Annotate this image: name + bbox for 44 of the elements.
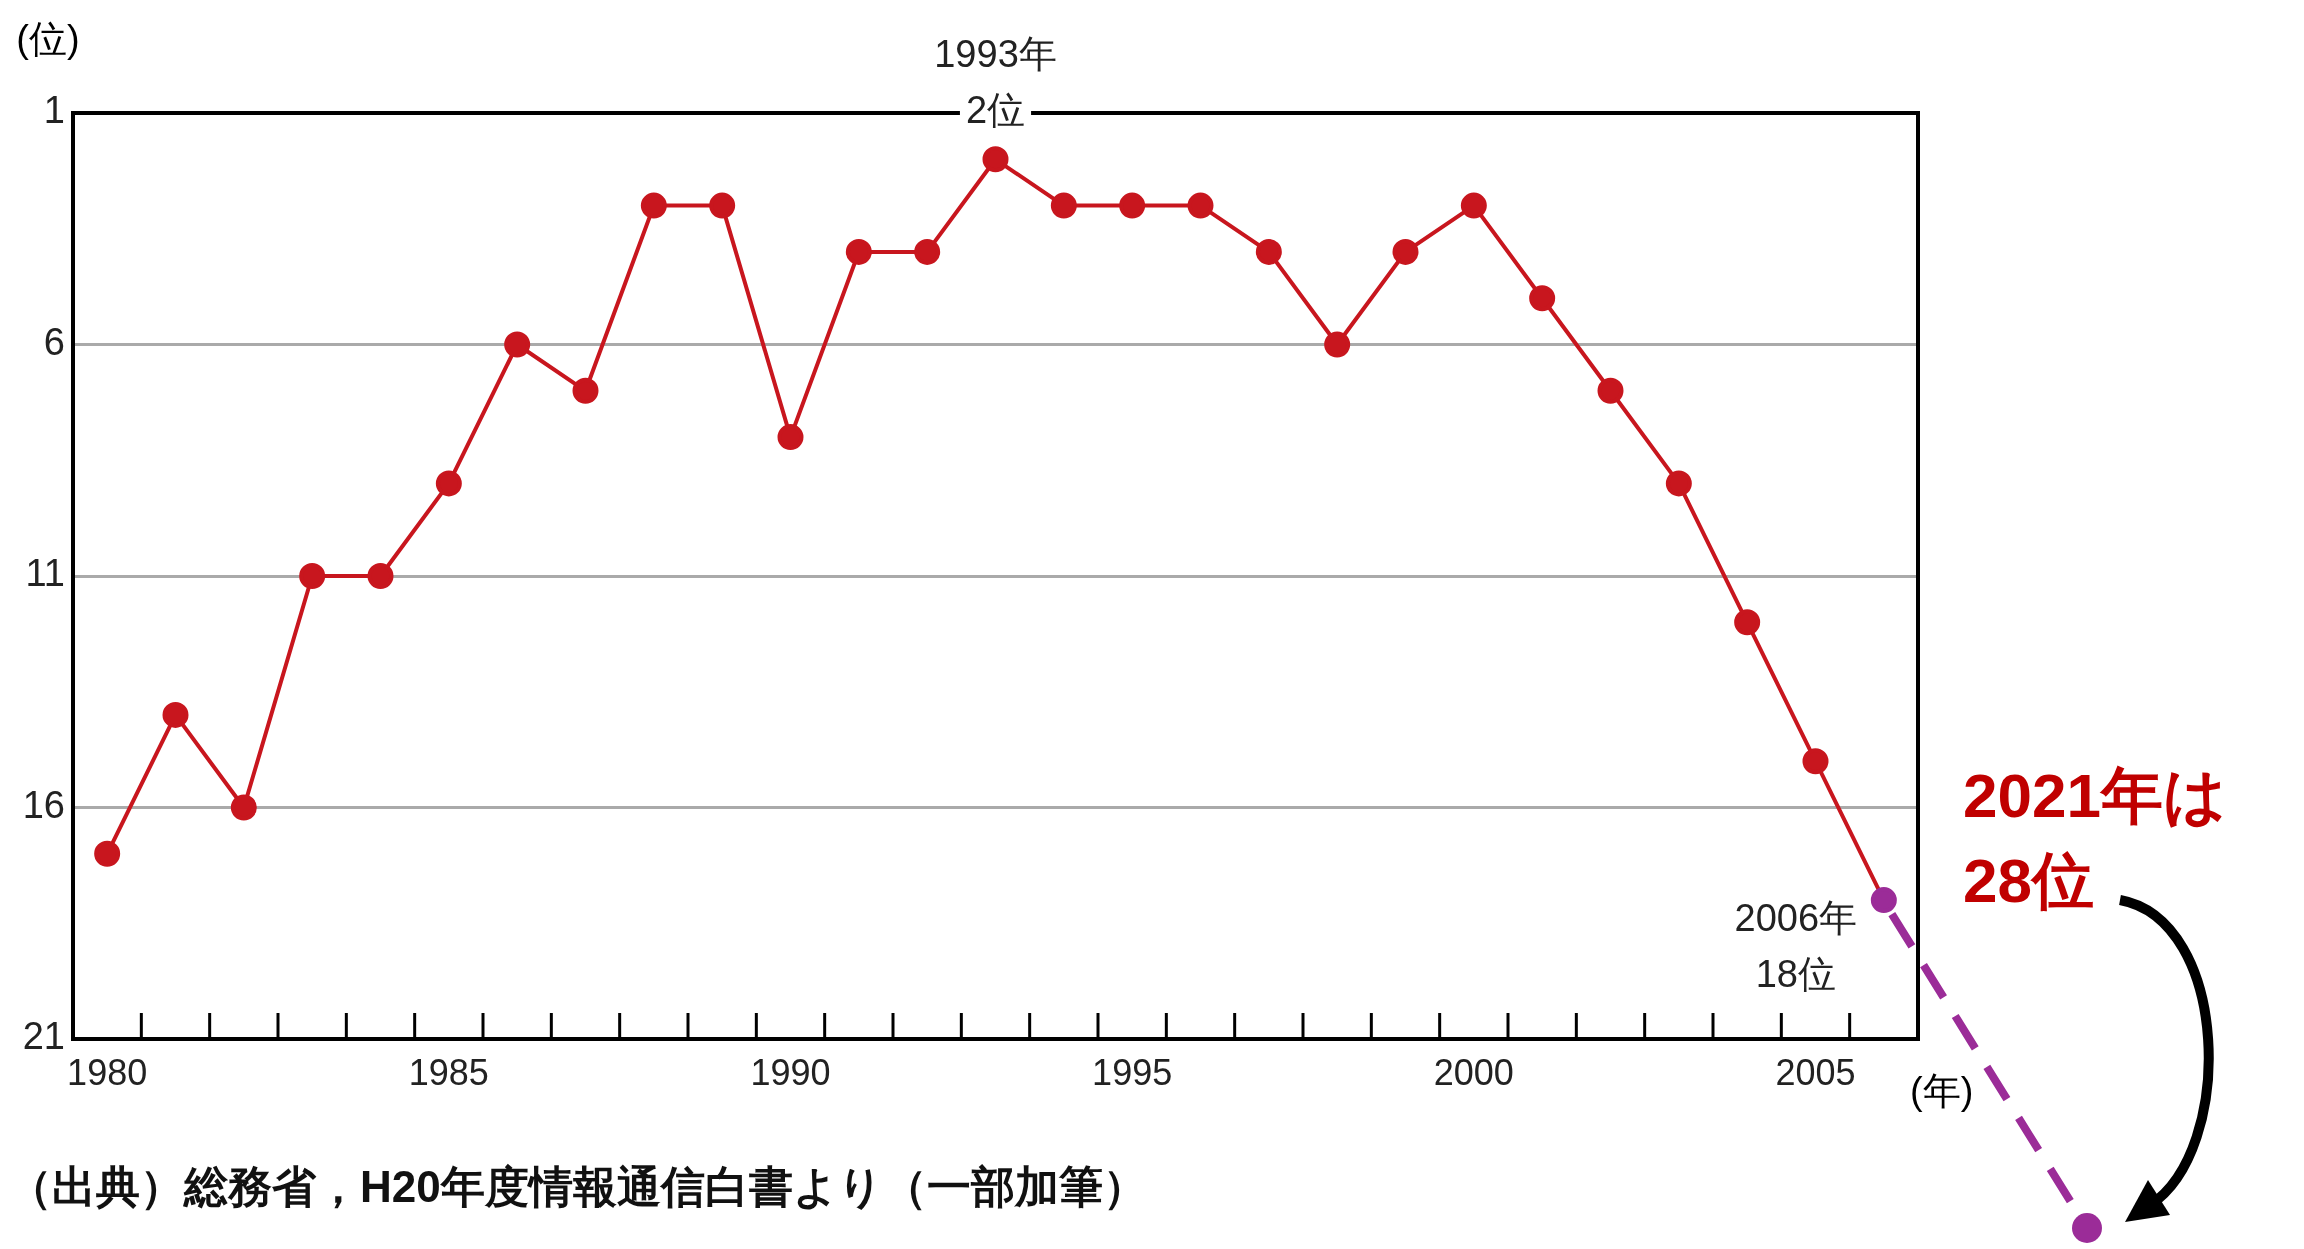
- point: [94, 840, 121, 867]
- text: 2021年は 28位: [1963, 761, 2226, 916]
- x-axis-title: (年): [1910, 1070, 1974, 1113]
- point: [299, 563, 326, 589]
- point: [572, 377, 599, 404]
- y-tick-label: 6: [43, 320, 65, 363]
- point: [1734, 609, 1761, 636]
- x-tick-label: 1980: [67, 1051, 148, 1093]
- point: [982, 146, 1009, 173]
- point: [1665, 470, 1692, 497]
- point: [845, 238, 872, 265]
- point: [777, 424, 804, 451]
- point: [1460, 192, 1487, 219]
- point: [1597, 377, 1624, 404]
- point: [1392, 238, 1419, 265]
- x-tick-label: 1995: [1092, 1051, 1173, 1093]
- point: [640, 192, 667, 219]
- point: [709, 192, 736, 219]
- point: [1255, 238, 1282, 265]
- point: [367, 563, 394, 589]
- y-tick-label: 21: [22, 1015, 65, 1058]
- x-tick-label: 2000: [1433, 1051, 1514, 1093]
- y-tick-label: 11: [25, 552, 65, 595]
- point: [1050, 192, 1077, 219]
- point: [1119, 192, 1146, 219]
- x-tick-label: 1985: [408, 1051, 489, 1093]
- annotation: 2006年 18位: [1734, 896, 1858, 995]
- point: [1187, 192, 1214, 219]
- y-tick-label: 1: [43, 89, 65, 132]
- point: [504, 331, 531, 358]
- point: [914, 238, 941, 265]
- x-tick-label: 1990: [750, 1051, 831, 1093]
- point: [435, 470, 462, 497]
- point: [1529, 285, 1556, 312]
- y-tick-label: 16: [22, 783, 65, 826]
- point: [1324, 331, 1351, 358]
- point: [1870, 887, 1897, 914]
- annotation: 1993年 2位: [934, 33, 1057, 132]
- point: [1802, 748, 1829, 775]
- point: [230, 794, 257, 821]
- point: [162, 701, 189, 728]
- text: （出典）総務省，H20年度情報通信白書より（一部加筆）: [8, 1162, 1147, 1212]
- y-axis-title: (位): [16, 18, 80, 61]
- x-tick-label: 2005: [1775, 1051, 1856, 1093]
